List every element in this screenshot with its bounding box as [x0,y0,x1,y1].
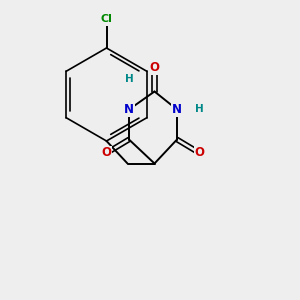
Text: O: O [194,146,205,160]
Text: H: H [195,104,204,115]
Text: N: N [124,103,134,116]
Text: H: H [124,74,134,85]
Text: Cl: Cl [100,14,112,25]
Text: O: O [149,61,160,74]
Text: N: N [172,103,182,116]
Text: O: O [101,146,112,160]
